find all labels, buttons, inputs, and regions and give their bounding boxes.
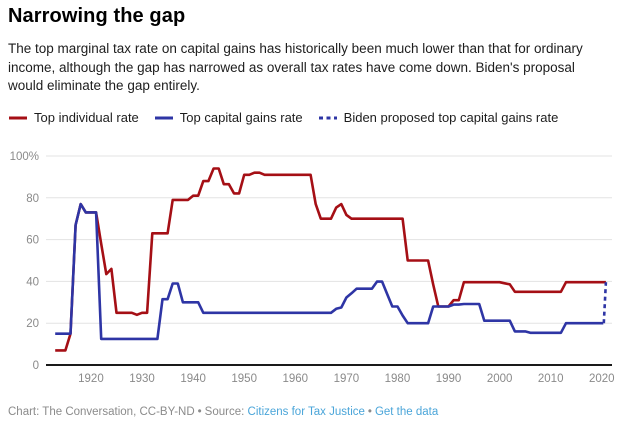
legend-item-top-individual-rate: Top individual rate (8, 110, 139, 125)
y-axis-tick-label: 0 (33, 360, 39, 372)
footer-separator: • (197, 406, 202, 418)
x-axis-tick-label: 2020 (589, 373, 615, 385)
y-axis-tick-label: 40 (26, 276, 39, 288)
series-line-0 (55, 167, 606, 352)
footer-credit: Chart: The Conversation, CC-BY-ND (8, 406, 195, 418)
y-axis-tick-label: 80 (26, 193, 39, 205)
series-line-1 (55, 202, 604, 341)
y-axis-tick-label: 20 (26, 318, 39, 330)
legend-label: Top individual rate (34, 110, 139, 125)
line-chart-canvas: 0 20 40 60 80 100% 1920 1930 1940 1950 1960 1970 198… (10, 151, 615, 385)
legend-item-top-capital-gains-rate: Top capital gains rate (154, 110, 303, 125)
footer-separator: • (367, 406, 372, 418)
legend-item-biden-proposed-rate: Biden proposed top capital gains rate (318, 110, 559, 125)
chart-footer: Chart: The Conversation, CC-BY-ND • Source… (8, 406, 438, 418)
series-line-2 (602, 282, 608, 324)
legend-line-swatch (154, 116, 173, 119)
source-link[interactable]: Citizens for Tax Justice (247, 406, 365, 418)
x-axis-tick-label: 1930 (129, 373, 155, 385)
chart-description: The top marginal tax rate on capital gai… (8, 41, 583, 94)
x-axis-tick-label: 2000 (487, 373, 513, 385)
x-axis-tick-label: 1940 (180, 373, 206, 385)
x-axis-tick-label: 1960 (282, 373, 308, 385)
x-axis-tick-label: 2010 (538, 373, 564, 385)
legend-line-swatch (9, 116, 27, 119)
chart-title: Narrowing the gap (8, 5, 186, 27)
chart-legend: Top individual rate Top capital gains ra… (8, 110, 558, 125)
y-axis-tick-label: 60 (26, 235, 39, 247)
x-axis-tick-label: 1920 (78, 373, 104, 385)
get-the-data-link[interactable]: Get the data (374, 406, 439, 418)
footer-source-label: Source: (204, 406, 245, 418)
x-axis-tick-label: 1980 (385, 373, 411, 385)
y-axis-tick-label: 100% (10, 151, 39, 163)
legend-dashed-line-swatch (318, 116, 337, 119)
x-axis-tick-label: 1950 (231, 373, 257, 385)
legend-label: Biden proposed top capital gains rate (343, 110, 559, 125)
x-axis-tick-label: 1990 (436, 373, 462, 385)
legend-label: Top capital gains rate (179, 110, 303, 125)
x-axis-tick-label: 1970 (334, 373, 360, 385)
